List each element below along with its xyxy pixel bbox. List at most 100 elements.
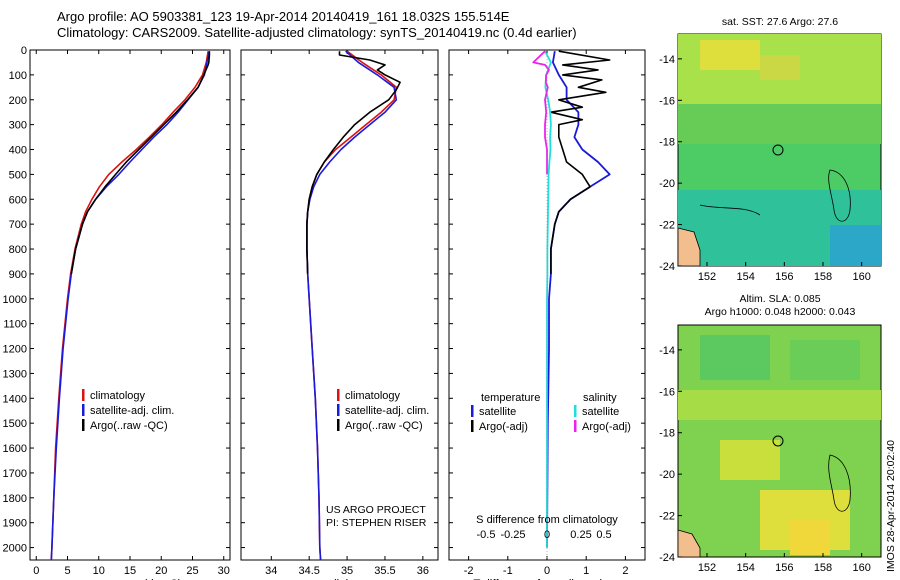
- map-x-tick-label: 156: [775, 271, 793, 283]
- difference-panel: -2-1012T difference from climatologyS di…: [449, 49, 645, 580]
- top-tick-label: 0: [544, 529, 550, 541]
- x-tick-label: 1: [583, 565, 589, 577]
- legend-title-salinity: salinity: [583, 392, 617, 404]
- x-tick-label: 10: [93, 565, 105, 577]
- legend-swatch: [574, 405, 577, 417]
- figure-title-line1: Argo profile: AO 5903381_123 19-Apr-2014…: [57, 9, 510, 24]
- x-tick-label: 30: [218, 565, 230, 577]
- series-line-argo-raw-qc-: [306, 51, 401, 274]
- sla-profile-marker: [772, 435, 784, 447]
- y-tick-label: 1200: [3, 344, 27, 356]
- legend-swatch: [337, 419, 340, 431]
- map-y-tick-label: -24: [659, 261, 675, 273]
- x-tick-label: 34.5: [298, 565, 319, 577]
- y-tick-label: 1300: [3, 368, 27, 380]
- y-tick-label: 1500: [3, 418, 27, 430]
- temperature-panel-frame: [29, 49, 231, 561]
- map-y-tick-label: -24: [659, 552, 675, 564]
- series-line-satellite-adj-clim-: [50, 51, 211, 561]
- sla-map-title-2: Argo h1000: 0.048 h2000: 0.043: [705, 306, 856, 318]
- y-tick-label: 1700: [3, 468, 27, 480]
- top-tick-label: 0.5: [596, 529, 611, 541]
- legend-label: Argo(-adj): [479, 421, 528, 433]
- map-y-tick-label: -22: [659, 220, 675, 232]
- temperature-panel: 051015202530temperature (deg C)010020030…: [3, 45, 230, 580]
- map-x-tick-label: 158: [814, 271, 832, 283]
- salinity-panel-frame: [240, 49, 439, 561]
- y-tick-label: 900: [9, 269, 27, 281]
- legend-title-temperature: temperature: [481, 392, 540, 404]
- top-tick-label: -0.5: [477, 529, 496, 541]
- y-tick-label: 1400: [3, 393, 27, 405]
- map-x-tick-label: 156: [775, 562, 793, 574]
- sla-map: [677, 324, 882, 558]
- x-tick-label: 35: [341, 565, 353, 577]
- map-x-tick-label: 152: [698, 271, 716, 283]
- y-tick-label: 700: [9, 219, 27, 231]
- series-line-climatology: [50, 51, 209, 561]
- series-line-salinity-satellite: [544, 50, 552, 548]
- series-line-argo-raw-qc-: [70, 51, 211, 275]
- legend-label: Argo(..raw -QC): [90, 420, 168, 432]
- top-tick-label: 0.25: [570, 529, 591, 541]
- y-tick-label: 1800: [3, 493, 27, 505]
- y-tick-label: 0: [21, 45, 27, 57]
- y-tick-label: 300: [9, 120, 27, 132]
- legend-label: climatology: [90, 390, 146, 402]
- x-tick-label: 15: [124, 565, 136, 577]
- map-x-tick-label: 152: [698, 562, 716, 574]
- sla-map-ticks: 152 154 156 158 160 -14 -16 -18 -20 -22 -24: [659, 345, 871, 574]
- x-tick-label: 0: [544, 565, 550, 577]
- series-line-salinity-argo-adj-: [532, 50, 550, 175]
- y-tick-label: 1900: [3, 518, 27, 530]
- map-y-tick-label: -20: [659, 178, 675, 190]
- legend-swatch: [337, 404, 340, 416]
- x-tick-label: 25: [186, 565, 198, 577]
- map-x-tick-label: 154: [736, 562, 754, 574]
- map-x-tick-label: 160: [852, 271, 870, 283]
- x-tick-label: 5: [64, 565, 70, 577]
- y-tick-label: 2000: [3, 543, 27, 555]
- project-annotation: US ARGO PROJECT: [326, 504, 426, 516]
- legend-label: satellite-adj. clim.: [345, 405, 429, 417]
- map-y-tick-label: -20: [659, 469, 675, 481]
- legend-swatch: [82, 404, 85, 416]
- legend-swatch: [471, 420, 474, 432]
- x-tick-label: 34: [265, 565, 277, 577]
- map-y-tick-label: -22: [659, 511, 675, 523]
- salinity-panel: 3434.53535.536salinityclimatologysatelli…: [241, 49, 438, 580]
- y-tick-label: 800: [9, 244, 27, 256]
- x-tick-label: 2: [622, 565, 628, 577]
- y-tick-label: 500: [9, 169, 27, 181]
- map-y-tick-label: -18: [659, 137, 675, 149]
- sst-land-patch: [677, 227, 701, 267]
- map-x-tick-label: 158: [814, 562, 832, 574]
- y-tick-label: 1000: [3, 294, 27, 306]
- series-line-temperature-argo-adj-: [550, 50, 611, 274]
- sst-map-title: sat. SST: 27.6 Argo: 27.6: [722, 16, 838, 28]
- y-tick-label: 1600: [3, 443, 27, 455]
- legend-label: satellite-adj. clim.: [90, 405, 174, 417]
- timestamp-label: IMOS 28-Apr-2014 20:02:40: [885, 440, 897, 572]
- series-line-temperature-satellite: [546, 51, 611, 548]
- map-x-tick-label: 154: [736, 271, 754, 283]
- top-tick-label: -0.25: [500, 529, 525, 541]
- sla-map-title-1: Altim. SLA: 0.085: [739, 293, 820, 305]
- legend-swatch: [82, 419, 85, 431]
- legend-label: satellite: [582, 406, 619, 418]
- legend-swatch: [82, 389, 85, 401]
- legend-swatch: [574, 420, 577, 432]
- legend-label: satellite: [479, 406, 516, 418]
- project-annotation: PI: STEPHEN RISER: [326, 517, 427, 529]
- sla-land-patch: [677, 529, 701, 558]
- legend-label: Argo(-adj): [582, 421, 631, 433]
- top-axis-label: S difference from climatology: [476, 514, 618, 526]
- legend-swatch: [471, 405, 474, 417]
- x-tick-label: 35.5: [374, 565, 395, 577]
- y-tick-label: 600: [9, 194, 27, 206]
- legend-label: Argo(..raw -QC): [345, 420, 423, 432]
- x-tick-label: 0: [33, 565, 39, 577]
- legend-swatch: [337, 389, 340, 401]
- y-tick-label: 100: [9, 70, 27, 82]
- map-y-tick-label: -16: [659, 95, 675, 107]
